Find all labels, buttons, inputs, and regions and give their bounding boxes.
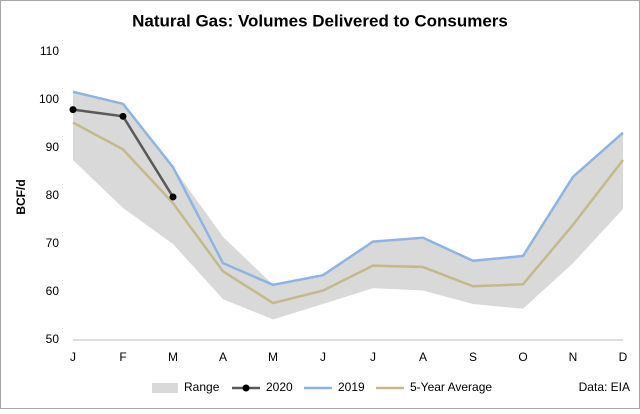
- x-tick-label: M: [168, 350, 178, 364]
- y-tick-label: 80: [46, 188, 60, 202]
- y-tick-label: 60: [46, 284, 60, 298]
- chart-title: Natural Gas: Volumes Delivered to Consum…: [132, 11, 508, 30]
- x-tick-label: M: [268, 350, 278, 364]
- legend-label: 5-Year Average: [410, 380, 492, 394]
- y-tick-label: 110: [40, 44, 59, 58]
- y-tick-label: 90: [46, 140, 60, 154]
- legend-label: 2020: [266, 380, 293, 394]
- x-tick-label: J: [70, 350, 76, 364]
- x-tick-label: S: [469, 350, 477, 364]
- y-tick-label: 100: [39, 92, 59, 106]
- series-line: [72, 90, 624, 287]
- x-tick-label: N: [569, 350, 578, 364]
- point: [119, 112, 127, 120]
- x-tick-label: D: [619, 350, 628, 364]
- x-tick-label: F: [119, 350, 126, 364]
- legend-label: 2019: [338, 380, 365, 394]
- legend-marker: [242, 384, 250, 392]
- point: [169, 193, 177, 201]
- x-tick-label: J: [370, 350, 376, 364]
- point: [69, 106, 77, 114]
- y-axis-label: BCF/d: [14, 179, 28, 214]
- x-tick-label: O: [518, 350, 527, 364]
- y-tick-label: 50: [46, 332, 60, 346]
- annotation: Data: EIA: [579, 380, 630, 394]
- x-tick-label: J: [320, 350, 326, 364]
- range-band: [73, 92, 623, 320]
- legend-swatch: [152, 383, 178, 393]
- x-tick-label: A: [219, 350, 227, 364]
- legend-label: Range: [184, 380, 220, 394]
- series-line: [72, 121, 624, 305]
- y-tick-label: 70: [46, 236, 60, 250]
- x-tick-label: A: [419, 350, 427, 364]
